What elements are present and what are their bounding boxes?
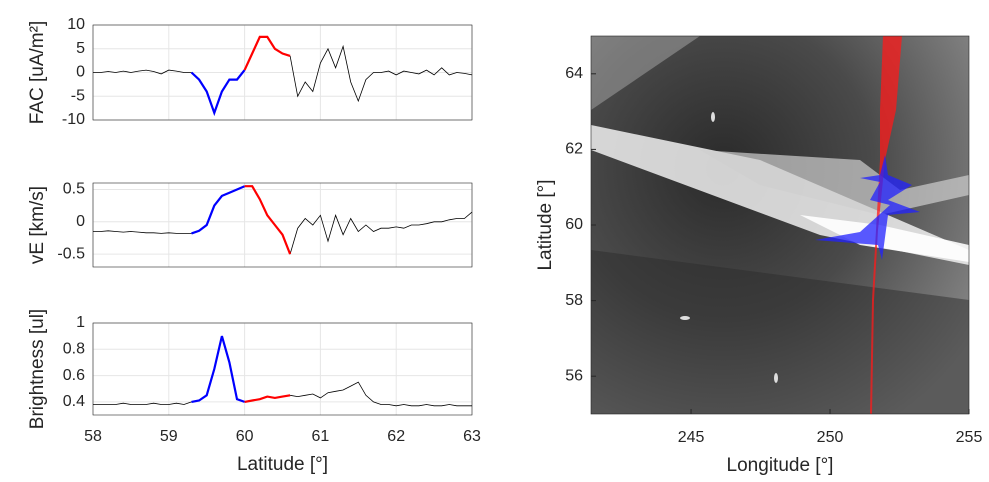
y-tick-label: 5 xyxy=(76,40,85,57)
data-line xyxy=(93,44,473,103)
y-tick-label: 1 xyxy=(76,314,85,331)
y-axis-label: Brightness [ul] xyxy=(27,309,48,429)
y-tick-label: 10 xyxy=(67,16,85,33)
plot-area xyxy=(93,183,472,267)
y-tick-label: 0.4 xyxy=(63,393,85,410)
x-tick-label: 63 xyxy=(463,428,481,445)
data-line xyxy=(244,394,291,403)
allsky-image xyxy=(591,36,969,414)
y-tick-label: 58 xyxy=(565,292,583,309)
x-tick-label: 255 xyxy=(956,429,983,446)
y-tick-label: 0.8 xyxy=(63,341,85,358)
data-line xyxy=(190,69,246,117)
x-tick-label: 245 xyxy=(678,429,705,446)
data-line xyxy=(93,211,473,255)
y-axis-label: FAC [uA/m²] xyxy=(27,21,48,124)
axes-box xyxy=(92,322,473,416)
data-line xyxy=(243,35,291,71)
y-tick-label: 0 xyxy=(76,64,85,81)
y-axis-label: vE [km/s] xyxy=(27,186,48,264)
data-line xyxy=(244,185,292,255)
x-tick-label: 61 xyxy=(312,428,330,445)
x-tick-label: 62 xyxy=(387,428,405,445)
y-axis-label: Latitude [°] xyxy=(535,179,556,270)
x-axis-label: Longitude [°] xyxy=(727,455,834,476)
y-tick-label: 56 xyxy=(565,367,583,384)
x-tick-label: 58 xyxy=(84,428,102,445)
y-tick-label: 0.6 xyxy=(63,367,85,384)
x-tick-label: 59 xyxy=(160,428,178,445)
y-tick-label: 0.5 xyxy=(63,181,85,198)
x-tick-label: 60 xyxy=(236,428,254,445)
axes-box xyxy=(92,182,473,268)
data-line xyxy=(93,381,472,407)
x-axis-label: Latitude [°] xyxy=(237,454,328,475)
x-tick-label: 250 xyxy=(817,429,844,446)
y-tick-label: 64 xyxy=(565,65,583,82)
plot-area xyxy=(93,323,472,415)
y-tick-label: -0.5 xyxy=(57,245,85,262)
y-tick-label: -10 xyxy=(62,111,85,128)
y-tick-label: -5 xyxy=(71,87,85,104)
y-tick-label: 60 xyxy=(565,216,583,233)
data-line xyxy=(191,335,245,403)
data-line xyxy=(191,185,246,235)
y-tick-label: 0 xyxy=(76,213,85,230)
y-tick-label: 62 xyxy=(565,141,583,158)
